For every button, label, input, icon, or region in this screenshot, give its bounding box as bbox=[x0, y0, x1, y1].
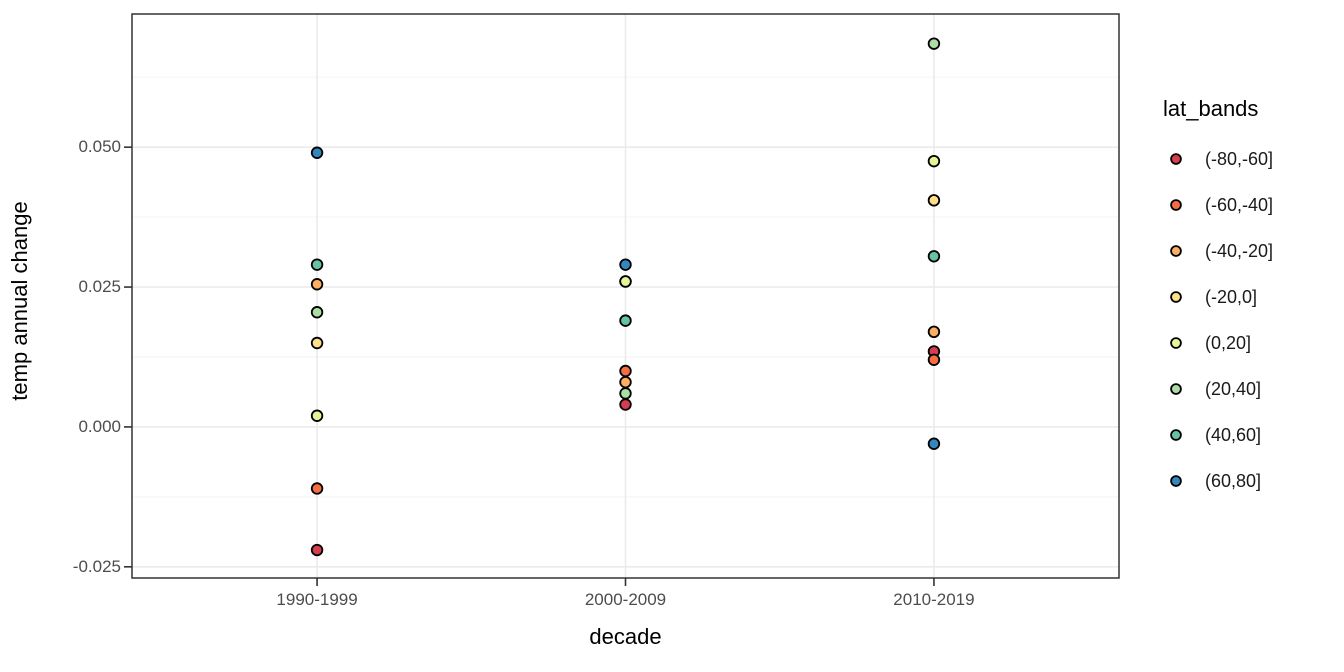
legend-point-icon bbox=[1163, 330, 1189, 356]
data-point bbox=[310, 306, 324, 319]
data-point bbox=[310, 482, 324, 495]
data-point bbox=[619, 364, 632, 378]
data-point bbox=[619, 275, 632, 288]
legend-point-icon bbox=[1163, 376, 1189, 402]
x-tick-label: 2010-2019 bbox=[893, 590, 975, 609]
x-tick-label: 1990-1999 bbox=[276, 590, 358, 609]
legend-item: (-20,0] bbox=[1163, 274, 1339, 320]
legend-item-label: (-40,-20] bbox=[1205, 240, 1274, 261]
legend-item-label: (-60,-40] bbox=[1205, 194, 1274, 215]
legend-item-label: (40,60] bbox=[1205, 424, 1262, 445]
data-point bbox=[310, 278, 324, 291]
data-point bbox=[310, 146, 324, 159]
legend-item: (60,80] bbox=[1163, 458, 1339, 504]
legend-item-label: (-20,0] bbox=[1205, 286, 1258, 307]
legend-item: (-80,-60] bbox=[1163, 136, 1339, 182]
legend-item-label: (60,80] bbox=[1205, 470, 1262, 491]
data-point bbox=[927, 437, 941, 450]
legend-point-icon bbox=[1163, 238, 1189, 264]
legend-item: (40,60] bbox=[1163, 412, 1339, 458]
legend: lat_bands (-80,-60] (-60,-40] (-40,-20] (-2… bbox=[1163, 96, 1339, 504]
legend-title: lat_bands bbox=[1163, 96, 1259, 121]
legend-item-label: (20,40] bbox=[1205, 378, 1262, 399]
data-point bbox=[619, 258, 632, 271]
x-axis-title: decade bbox=[589, 624, 662, 649]
legend-point-icon bbox=[1163, 284, 1189, 310]
legend-point-icon bbox=[1163, 146, 1189, 172]
data-point bbox=[927, 250, 941, 263]
legend-rows: (-80,-60] (-60,-40] (-40,-20] (-20,0] (0,20]… bbox=[1163, 136, 1339, 504]
x-tick-label: 2000-2009 bbox=[584, 590, 667, 609]
data-point bbox=[619, 398, 632, 411]
data-point bbox=[619, 375, 632, 389]
data-point bbox=[310, 409, 324, 422]
data-point bbox=[927, 325, 941, 339]
y-tick-label: 0.000 bbox=[78, 416, 121, 436]
legend-point-icon bbox=[1163, 468, 1189, 494]
legend-point-icon bbox=[1163, 422, 1189, 448]
legend-item: (0,20] bbox=[1163, 320, 1339, 366]
legend-item-label: (-80,-60] bbox=[1205, 148, 1274, 169]
y-axis-title: temp annual change bbox=[7, 201, 32, 401]
y-tick-label: 0.050 bbox=[78, 137, 121, 157]
data-point bbox=[619, 314, 632, 327]
data-point bbox=[310, 543, 324, 557]
data-point bbox=[619, 387, 632, 400]
data-point bbox=[310, 258, 324, 271]
data-point bbox=[927, 154, 941, 168]
data-point bbox=[310, 336, 324, 350]
legend-item: (-40,-20] bbox=[1163, 228, 1339, 274]
data-point bbox=[927, 194, 941, 207]
legend-item: (-60,-40] bbox=[1163, 182, 1339, 228]
data-point bbox=[927, 37, 941, 50]
legend-item-label: (0,20] bbox=[1205, 332, 1252, 353]
y-tick-label: -0.025 bbox=[72, 556, 121, 576]
legend-item: (20,40] bbox=[1163, 366, 1339, 412]
data-point bbox=[927, 353, 941, 366]
legend-point-icon bbox=[1163, 192, 1189, 218]
y-tick-label: 0.025 bbox=[78, 277, 121, 297]
